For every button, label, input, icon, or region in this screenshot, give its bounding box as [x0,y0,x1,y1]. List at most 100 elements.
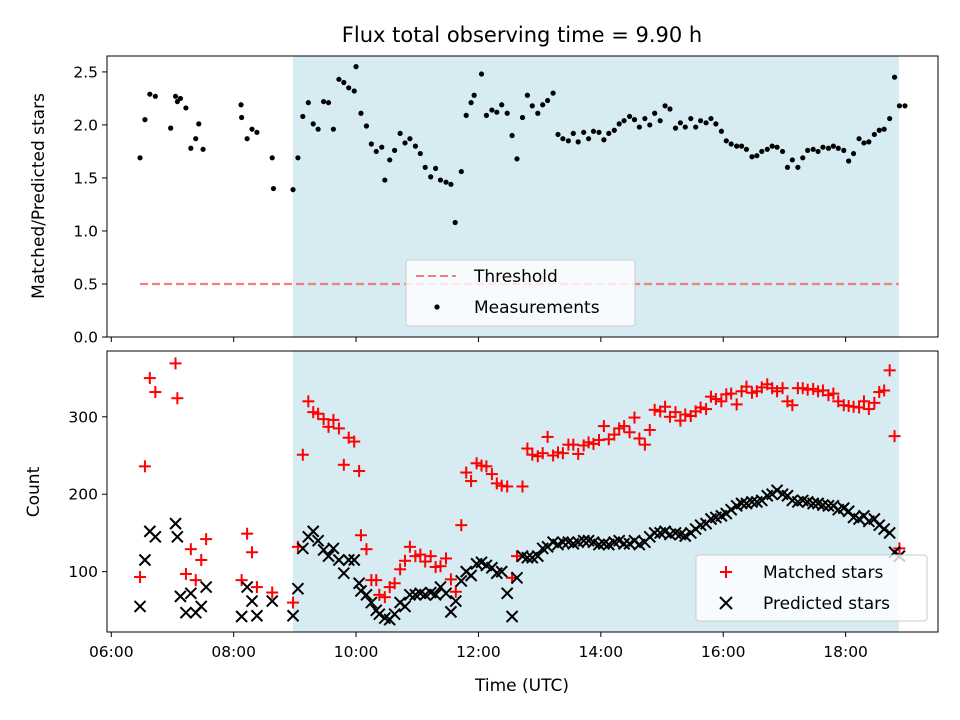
measurement-point [489,107,495,113]
matched-stars-point [526,448,539,461]
matched-stars-point [572,447,585,460]
predicted-stars-point [235,610,248,623]
top-x-axis-ticks [110,337,847,342]
y-tick-label: 2.0 [73,116,98,134]
measurement-point [835,145,841,151]
top-y-axis-label: Matched/Predicted stars [29,93,49,299]
matched-stars-point [360,543,373,556]
predicted-stars-point [592,538,606,551]
measurement-point [382,177,388,183]
measurement-point [861,140,867,146]
measurement-point [596,129,602,135]
measurement-point [336,76,342,82]
measurement-point [254,129,260,135]
matched-stars-point [200,533,213,546]
matched-stars-point [424,550,437,563]
predicted-stars-point [296,542,310,555]
measurement-point [448,181,454,187]
matched-stars-point [659,400,672,413]
matched-stars-point [302,395,315,408]
matched-stars-point [354,529,367,542]
predicted-stars-point [556,535,570,549]
bottom-x-axis-ticks: 06:00 08:00 10:00 12:00 14:00 16:00 18:00 [89,632,868,661]
matched-stars-point [633,432,646,445]
matched-stars-point [348,435,361,448]
matched-stars-point [444,573,457,586]
predicted-stars-point [322,549,335,563]
matched-stars-point [322,420,335,433]
matched-stars-point [510,550,523,563]
predicted-stars-series [133,484,906,626]
bottom-y-axis-label: Count [24,466,44,517]
measurement-point [754,153,760,159]
measurement-point [642,115,648,122]
measurement-point [774,144,780,150]
measurement-point [238,102,244,108]
measurement-point [428,174,434,180]
measurement-point [183,105,189,111]
matched-stars-point [679,408,692,421]
top-panel-frame [106,55,939,338]
predicted-stars-point [388,607,401,621]
legend-matched-swatch [720,566,732,578]
measurement-point [443,179,449,185]
measurement-point [779,148,786,155]
measurement-point [621,118,627,124]
matched-stars-point [419,555,432,568]
measurement-point [452,219,458,226]
x-tick-label: 10:00 [334,643,379,661]
measurement-point [188,145,194,151]
measurement-point [795,164,801,170]
measurement-point [902,103,908,109]
predicted-stars-point [352,577,366,590]
matched-stars-point [455,519,468,532]
measurement-point [693,124,699,130]
matched-stars-point [337,458,350,471]
matched-stars-point [149,386,162,399]
predicted-stars-point [354,584,368,598]
measurement-point [290,187,296,193]
measurement-point [540,102,546,108]
matched-stars-point [179,567,192,580]
measurement-point [397,130,403,137]
measurement-point [172,93,179,99]
matched-stars-point [171,392,184,405]
measurement-point [305,100,311,106]
predicted-stars-point [745,495,759,509]
measurement-point [321,98,327,105]
measurement-point [749,154,755,160]
measurement-point [560,136,566,142]
top-legend: Threshold Measurements [405,259,636,327]
y-tick-label: 1.5 [73,169,98,187]
predicted-stars-point [245,594,259,608]
matched-stars-point [143,372,156,385]
bottom-legend-box [695,554,928,622]
measurement-point [239,114,245,121]
matched-stars-point [353,464,366,477]
predicted-stars-point [439,587,453,600]
measurement-point [137,155,143,161]
measurement-point [341,79,347,86]
measurement-point [871,131,877,138]
measurement-point [244,136,250,142]
matched-stars-point [827,387,840,400]
matched-stars-point [536,447,549,460]
measurement-point [581,129,587,135]
chart-title: Flux total observing time = 9.90 h [342,23,702,47]
top-legend-box [405,259,636,327]
bottom-legend: Matched stars Predicted stars [695,554,928,622]
predicted-stars-point [822,499,835,513]
measurement-point [631,117,638,123]
measurement-point [351,88,357,94]
matched-stars-point [883,364,896,377]
matched-stars-series [134,357,906,609]
measurement-point [743,146,750,152]
matched-stars-point [414,548,427,561]
matched-stars-point [296,448,309,461]
measurement-point [300,113,306,120]
legend-predicted-swatch [719,596,733,610]
y-tick-label: 300 [68,408,98,426]
measurement-point [325,100,332,106]
measurement-point [373,148,379,155]
predicted-stars-point [179,606,193,619]
